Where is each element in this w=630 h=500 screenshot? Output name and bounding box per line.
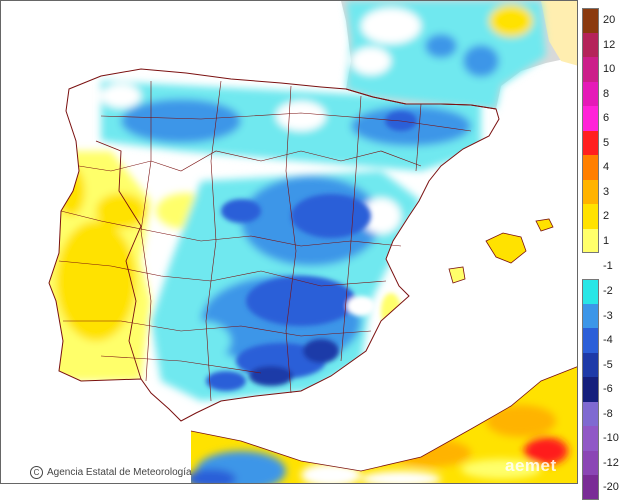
legend-swatch	[582, 32, 599, 57]
copyright-icon: C	[30, 466, 43, 479]
legend-swatch	[582, 475, 599, 500]
legend-warm-frame	[582, 8, 599, 253]
credit-text: Agencia Estatal de Meteorología	[47, 467, 192, 478]
legend-label: 20	[603, 14, 616, 27]
legend-swatch	[582, 228, 599, 253]
legend-label: 8	[603, 87, 610, 100]
france-border	[345, 88, 497, 110]
legend-swatch	[582, 179, 599, 204]
legend-swatch	[582, 155, 599, 180]
color-legend: 20 12 10 8 6 5 4 3 2 1 -1 -2 -3 -4 -5 -6 -8 -10 -12 -20	[582, 8, 630, 500]
legend-swatch	[582, 130, 599, 155]
legend-label: -3	[603, 309, 613, 322]
france-anomaly	[346, 1, 546, 109]
africa-coastline	[190, 366, 577, 472]
legend-swatch	[582, 57, 599, 82]
legend-swatch	[582, 204, 599, 229]
province-borders	[58, 80, 472, 402]
corsica-land	[541, 1, 577, 66]
legend-swatch	[582, 377, 599, 402]
credit: C Agencia Estatal de Meteorología	[30, 466, 192, 479]
legend-label: -5	[603, 358, 613, 371]
legend-label: -1	[603, 260, 613, 272]
balearic-islands	[448, 218, 554, 284]
portugal-border	[95, 140, 142, 380]
aemet-watermark: aemet	[505, 456, 557, 475]
legend-swatch	[582, 450, 599, 475]
legend-label: 5	[603, 136, 610, 149]
legend-swatch	[582, 8, 599, 33]
legend-cold-frame	[582, 279, 599, 500]
legend-label: -10	[603, 432, 619, 445]
legend-label: -4	[603, 334, 613, 347]
legend-swatch	[582, 106, 599, 131]
temperature-anomaly-map	[0, 0, 578, 484]
legend-swatch	[582, 328, 599, 353]
north-africa-land	[191, 366, 577, 483]
legend-swatch	[582, 303, 599, 328]
legend-label: 10	[603, 63, 616, 76]
legend-label: 12	[603, 38, 616, 51]
legend-label: -2	[603, 285, 613, 298]
legend-swatch	[582, 81, 599, 106]
legend-label: -6	[603, 383, 613, 396]
legend-swatch	[582, 352, 599, 377]
legend-swatch	[582, 426, 599, 451]
legend-swatch	[582, 401, 599, 426]
legend-label: 1	[603, 234, 610, 247]
legend-label: 2	[603, 210, 610, 223]
legend-swatch	[582, 279, 599, 304]
legend-swatch	[582, 253, 599, 279]
legend-label: -8	[603, 407, 613, 420]
legend-label: 6	[603, 112, 610, 125]
legend-label: 4	[603, 161, 610, 174]
legend-label: -12	[603, 456, 619, 469]
legend-label: 3	[603, 185, 610, 198]
legend-label: -20	[603, 481, 619, 494]
iberia-anomaly	[49, 81, 481, 401]
